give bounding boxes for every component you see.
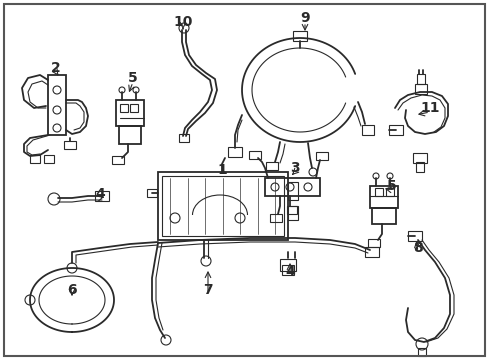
Text: 1: 1 [217, 163, 226, 177]
Text: 5: 5 [128, 71, 138, 85]
Bar [364, 247, 378, 257]
Bar [385, 188, 393, 196]
Bar [415, 162, 423, 172]
Bar [112, 156, 124, 164]
Bar [369, 186, 397, 208]
Bar [44, 155, 54, 163]
Bar [116, 100, 143, 126]
Bar [179, 134, 189, 142]
Bar [292, 31, 306, 41]
Bar [158, 172, 287, 240]
Bar [414, 84, 426, 94]
Bar [95, 191, 109, 201]
Text: 7: 7 [203, 283, 212, 297]
Text: 5: 5 [386, 179, 396, 193]
Bar [367, 239, 379, 247]
Bar [287, 182, 297, 200]
Bar [130, 104, 138, 112]
Bar [388, 125, 402, 135]
Bar [371, 208, 395, 224]
Bar [120, 104, 128, 112]
Bar [282, 265, 293, 275]
Bar [286, 206, 296, 214]
Bar [64, 141, 76, 149]
Bar [407, 231, 421, 241]
Bar [227, 147, 242, 157]
Text: 3: 3 [289, 161, 299, 175]
Text: 8: 8 [412, 241, 422, 255]
Bar [265, 162, 278, 170]
Bar [48, 75, 66, 135]
Bar [412, 153, 426, 163]
Text: 2: 2 [51, 61, 61, 75]
Bar [269, 214, 282, 222]
Bar [162, 176, 284, 236]
Bar [30, 155, 40, 163]
Bar [264, 178, 319, 196]
Text: 4: 4 [95, 187, 104, 201]
Text: 10: 10 [173, 15, 192, 29]
Bar [248, 151, 261, 159]
Text: 11: 11 [419, 101, 439, 115]
Bar [416, 74, 424, 84]
Bar [374, 188, 382, 196]
Bar [147, 189, 157, 197]
Bar [315, 152, 327, 160]
Bar [287, 206, 297, 220]
Bar [119, 126, 141, 144]
Bar [280, 259, 295, 271]
Bar [417, 348, 425, 356]
Text: 6: 6 [67, 283, 77, 297]
Text: 9: 9 [300, 11, 309, 25]
Bar [361, 125, 373, 135]
Text: 4: 4 [285, 265, 294, 279]
